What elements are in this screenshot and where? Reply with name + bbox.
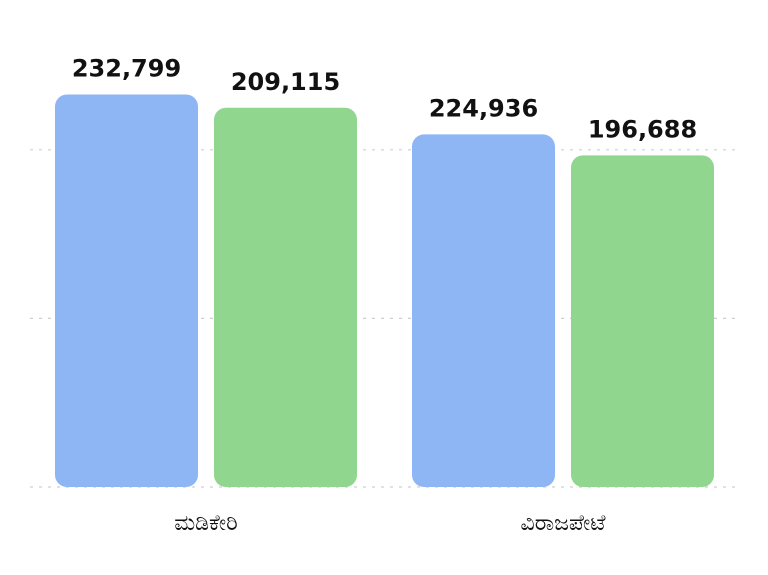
category-label-0: ಮಡಿಕೇರಿ (174, 511, 238, 536)
category-labels: ಮಡಿಕೇರಿ ವಿರಾಜಪೇಟೆ (174, 511, 605, 536)
value-labels: 232,799 209,115 224,936 196,688 (72, 55, 697, 144)
bar-1-1 (571, 155, 714, 487)
bar-0-1 (214, 107, 357, 487)
bar-1-0 (412, 134, 555, 487)
value-label-1-1: 196,688 (588, 115, 697, 143)
bar-0-0 (55, 94, 198, 487)
value-label-0-0: 232,799 (72, 55, 181, 83)
category-label-1: ವಿರಾಜಪೇಟೆ (521, 511, 606, 536)
bars (55, 94, 714, 487)
value-label-0-1: 209,115 (231, 68, 340, 96)
value-label-1-0: 224,936 (429, 94, 538, 122)
